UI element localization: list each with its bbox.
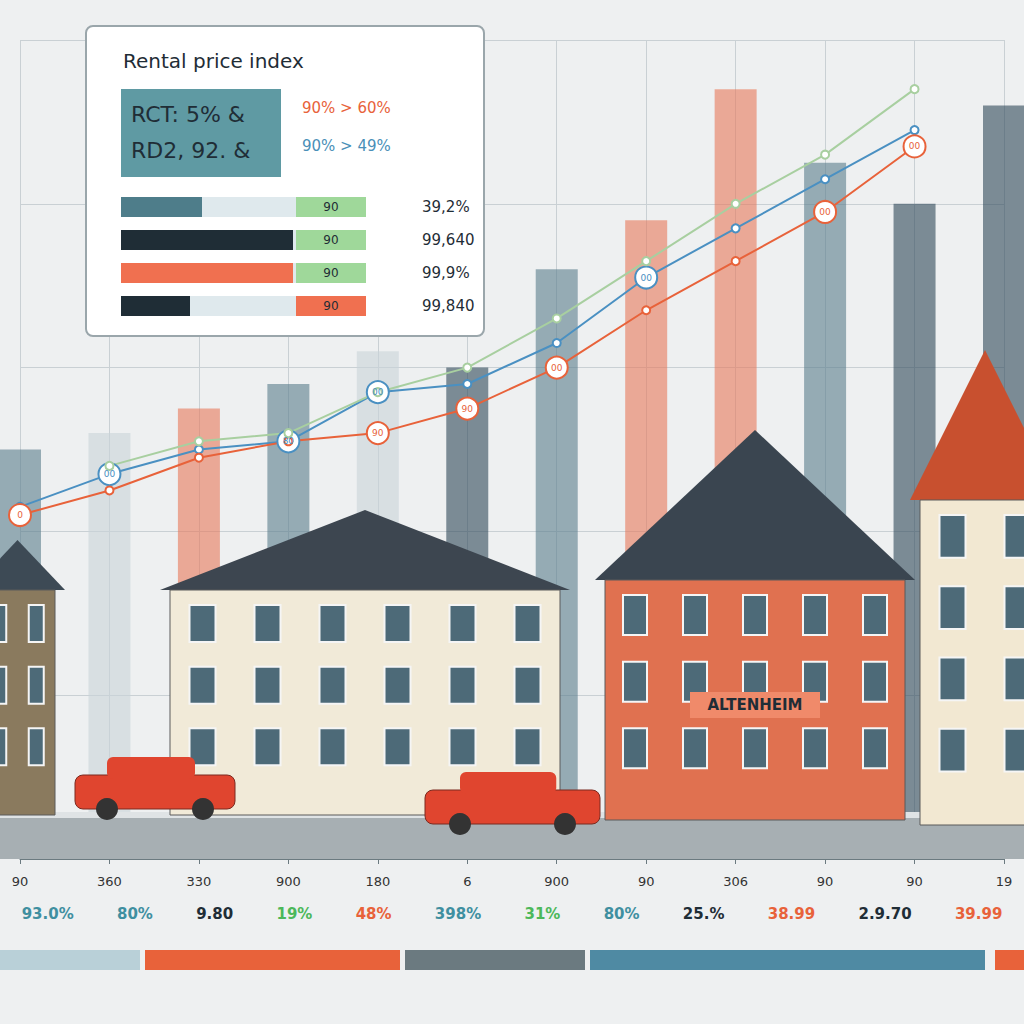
- svg-text:00: 00: [640, 273, 652, 283]
- svg-text:360: 360: [97, 874, 122, 889]
- svg-text:90: 90: [906, 874, 923, 889]
- html-text:90: 90: [323, 299, 339, 313]
- svg-text:00: 00: [551, 363, 563, 373]
- svg-text:ALTENHEIM: ALTENHEIM: [707, 696, 802, 714]
- html-text:99,840: 99,840: [422, 297, 475, 315]
- svg-text:306: 306: [723, 874, 748, 889]
- html-text:RD2, 92. &: RD2, 92. &: [131, 138, 251, 163]
- html-text:48%: 48%: [355, 905, 392, 923]
- svg-text:900: 900: [544, 874, 569, 889]
- svg-text:90: 90: [638, 874, 655, 889]
- html-text:80%: 80%: [603, 905, 640, 923]
- html-text:39.99: 39.99: [954, 905, 1003, 923]
- svg-text:90: 90: [817, 874, 834, 889]
- svg-text:0: 0: [17, 510, 23, 520]
- html-text:Rental price index: Rental price index: [123, 49, 304, 73]
- html-text:RCT: 5% &: RCT: 5% &: [131, 102, 245, 127]
- svg-text:00: 00: [104, 469, 116, 479]
- html-text:80%: 80%: [117, 905, 153, 923]
- html-text:90% > 60%: 90% > 60%: [302, 99, 391, 117]
- svg-text:00: 00: [909, 141, 921, 151]
- html-text:25.%: 25.%: [682, 905, 725, 923]
- html-text:39,2%: 39,2%: [422, 198, 470, 216]
- html-text:93.0%: 93.0%: [21, 905, 74, 923]
- html-text:19%: 19%: [276, 905, 313, 923]
- svg-text:80: 80: [283, 436, 295, 446]
- svg-text:180: 180: [365, 874, 390, 889]
- svg-text:900: 900: [276, 874, 301, 889]
- svg-text:00: 00: [372, 387, 384, 397]
- html-text:2.9.70: 2.9.70: [858, 905, 912, 923]
- html-text:398%: 398%: [434, 905, 482, 923]
- svg-text:330: 330: [186, 874, 211, 889]
- svg-text:90: 90: [12, 874, 29, 889]
- html-text:99,9%: 99,9%: [422, 264, 470, 282]
- html-text:90% > 49%: 90% > 49%: [302, 137, 391, 155]
- svg-text:6: 6: [463, 874, 471, 889]
- html-text:9.80: 9.80: [196, 905, 234, 923]
- html-text:90: 90: [323, 200, 339, 214]
- html-text:99,640: 99,640: [422, 231, 475, 249]
- svg-text:90: 90: [462, 404, 474, 414]
- html-text:90: 90: [323, 266, 339, 280]
- html-text:90: 90: [323, 233, 339, 247]
- html-text:31%: 31%: [524, 905, 561, 923]
- svg-text:00: 00: [819, 207, 831, 217]
- html-text:38.99: 38.99: [767, 905, 816, 923]
- svg-text:90: 90: [372, 428, 384, 438]
- svg-text:19: 19: [996, 874, 1013, 889]
